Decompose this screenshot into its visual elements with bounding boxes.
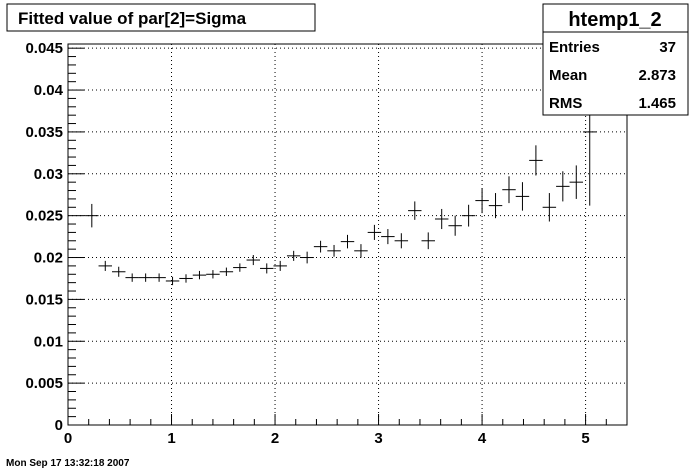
stats-mean-value: 2.873	[638, 67, 676, 84]
stats-box: htemp1_2 Entries 37 Mean 2.873 RMS 1.465	[542, 3, 689, 116]
x-tick-label: 2	[271, 430, 279, 447]
stats-mean-label: Mean	[549, 67, 587, 84]
data-point	[85, 203, 99, 228]
data-point	[421, 232, 435, 250]
data-point	[273, 260, 287, 271]
y-tick-label: 0.04	[34, 82, 64, 99]
data-point	[111, 266, 126, 277]
data-point	[246, 255, 261, 266]
data-point	[434, 208, 449, 230]
data-point	[381, 229, 395, 245]
chart-title: Fitted value of par[2]=Sigma	[18, 9, 247, 28]
data-point	[313, 240, 328, 253]
data-point	[98, 260, 112, 271]
data-point	[206, 270, 220, 279]
stats-rms-label: RMS	[549, 95, 582, 112]
y-tick-label: 0.03	[34, 166, 63, 183]
data-point	[165, 276, 180, 286]
data-point	[340, 234, 355, 249]
stats-entries-label: Entries	[549, 39, 600, 56]
x-tick-label: 4	[478, 430, 487, 447]
stats-rms-value: 1.465	[638, 95, 676, 112]
stats-entries-value: 37	[659, 39, 676, 56]
y-tick-label: 0.015	[25, 291, 63, 308]
data-point	[569, 165, 584, 199]
y-tick-label: 0.01	[34, 333, 63, 350]
x-tick-label: 0	[64, 430, 72, 447]
data-point	[219, 267, 234, 276]
data-point	[408, 201, 422, 220]
y-tick-label: 0.045	[25, 40, 63, 57]
data-point	[529, 145, 543, 176]
data-point	[367, 224, 382, 240]
data-point	[300, 251, 314, 264]
data-point	[138, 273, 153, 282]
footer-timestamp: Mon Sep 17 13:32:18 2007	[6, 458, 130, 469]
data-point	[488, 193, 503, 219]
data-point	[502, 176, 516, 204]
data-point	[327, 244, 341, 257]
data-point	[461, 204, 476, 227]
data-point	[192, 270, 207, 280]
stats-title: htemp1_2	[568, 9, 661, 31]
y-tick-label: 0.02	[34, 250, 63, 267]
y-tick-label: 0.025	[25, 208, 63, 225]
plot-frame	[67, 43, 628, 426]
data-point	[556, 171, 570, 202]
chart-title-box: Fitted value of par[2]=Sigma	[6, 3, 316, 32]
data-point	[286, 250, 301, 261]
data-point	[179, 274, 193, 283]
tick-layer	[67, 47, 607, 426]
data-point	[354, 244, 368, 258]
data-point	[475, 188, 489, 214]
data-point	[515, 182, 530, 211]
data-point	[260, 263, 274, 274]
x-tick-label: 1	[167, 430, 175, 447]
y-tick-label: 0.035	[25, 124, 63, 141]
data-point	[448, 215, 462, 236]
data-point	[542, 193, 557, 222]
x-tick-label: 3	[374, 430, 382, 447]
data-point	[394, 233, 409, 249]
data-point-layer	[85, 58, 597, 286]
x-tick-label: 5	[581, 430, 589, 447]
tick-label-layer: 0 1 2 3 4 5 0 0.005 0.01 0.015 0.02 0.025 0.03 0.035 0…	[25, 40, 589, 447]
data-point	[152, 273, 166, 282]
data-point	[233, 263, 247, 272]
y-tick-label: 0	[55, 417, 63, 434]
y-tick-label: 0.005	[25, 375, 63, 392]
data-point	[125, 273, 139, 282]
